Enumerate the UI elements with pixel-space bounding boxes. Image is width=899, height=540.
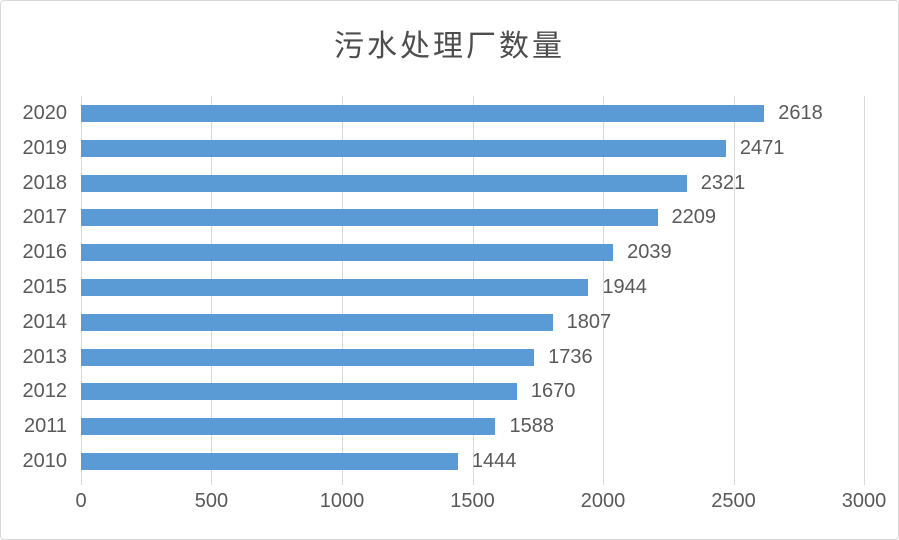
y-axis-category-label: 2019 [22, 136, 68, 159]
bar-value-label: 1944 [602, 275, 647, 298]
bar-value-label: 1736 [548, 345, 593, 368]
bar-row: 2618 [81, 96, 864, 131]
bar [81, 174, 687, 192]
bar-row: 2039 [81, 235, 864, 270]
bar-value-label: 2321 [700, 171, 746, 194]
plot-area: 2618 2471 2321 2209 2039 1944 1807 1736 1670 1588… [81, 96, 865, 485]
bar-value-label: 2471 [739, 136, 785, 159]
y-axis-category-label: 2017 [22, 206, 68, 229]
bar [81, 348, 535, 366]
bar-row: 2209 [81, 200, 864, 235]
chart-title: 污水处理厂数量 [334, 30, 565, 63]
bar [81, 139, 726, 157]
gridline [733, 96, 735, 485]
bar-value-label: 1444 [471, 450, 517, 473]
y-axis-category-label: 2016 [22, 241, 68, 264]
bar-value-label: 1807 [566, 310, 612, 333]
bar-value-label: 1588 [509, 415, 554, 438]
x-axis-labels: 0 500 1000 1500 2000 2500 3000 [75, 490, 886, 516]
bar [81, 453, 458, 471]
bar-value-label: 2209 [671, 206, 717, 229]
bar [81, 104, 765, 122]
y-axis-category-label: 2020 [22, 101, 68, 124]
x-axis-tick-label: 3000 [841, 490, 887, 512]
x-axis-tick-label: 2000 [580, 490, 626, 512]
bar [81, 383, 517, 401]
y-axis-labels: 2020 2019 2018 2017 2016 2015 2014 2013 2012 2011… [1, 96, 68, 479]
y-axis-category-label: 2013 [22, 345, 68, 368]
y-axis-category-label: 2015 [22, 275, 68, 298]
y-axis-category-label: 2018 [22, 171, 68, 194]
bar [81, 278, 589, 296]
bar-row: 2321 [81, 166, 864, 201]
bar-row: 1588 [81, 409, 864, 444]
bars: 2618 2471 2321 2209 2039 1944 1807 1736 1670 1588… [81, 96, 864, 479]
bar [81, 244, 614, 262]
y-axis-category-label: 2010 [22, 450, 68, 473]
bar-row: 2471 [81, 131, 864, 166]
x-axis-tick-label: 0 [75, 490, 87, 512]
bar [81, 418, 496, 436]
bar [81, 313, 553, 331]
bar-row: 1670 [81, 375, 864, 410]
gridline [864, 96, 865, 485]
x-axis-tick-label: 500 [194, 490, 229, 512]
bar-row: 1807 [81, 305, 864, 340]
bar [81, 209, 658, 227]
x-axis-tick-label: 1000 [319, 490, 365, 512]
bar-row: 1944 [81, 270, 864, 305]
bar-value-label: 2039 [627, 241, 672, 264]
y-axis-category-label: 2011 [23, 415, 67, 438]
gridline [602, 96, 604, 485]
y-axis-category-label: 2012 [22, 380, 68, 403]
bar-value-label: 2618 [778, 101, 823, 124]
y-axis-category-label: 2014 [22, 310, 68, 333]
bar-row: 1736 [81, 340, 864, 375]
x-axis-tick-label: 2500 [711, 490, 756, 512]
bar-row: 1444 [81, 444, 864, 479]
bar-value-label: 1670 [530, 380, 576, 403]
x-axis-tick-label: 1500 [450, 490, 495, 512]
